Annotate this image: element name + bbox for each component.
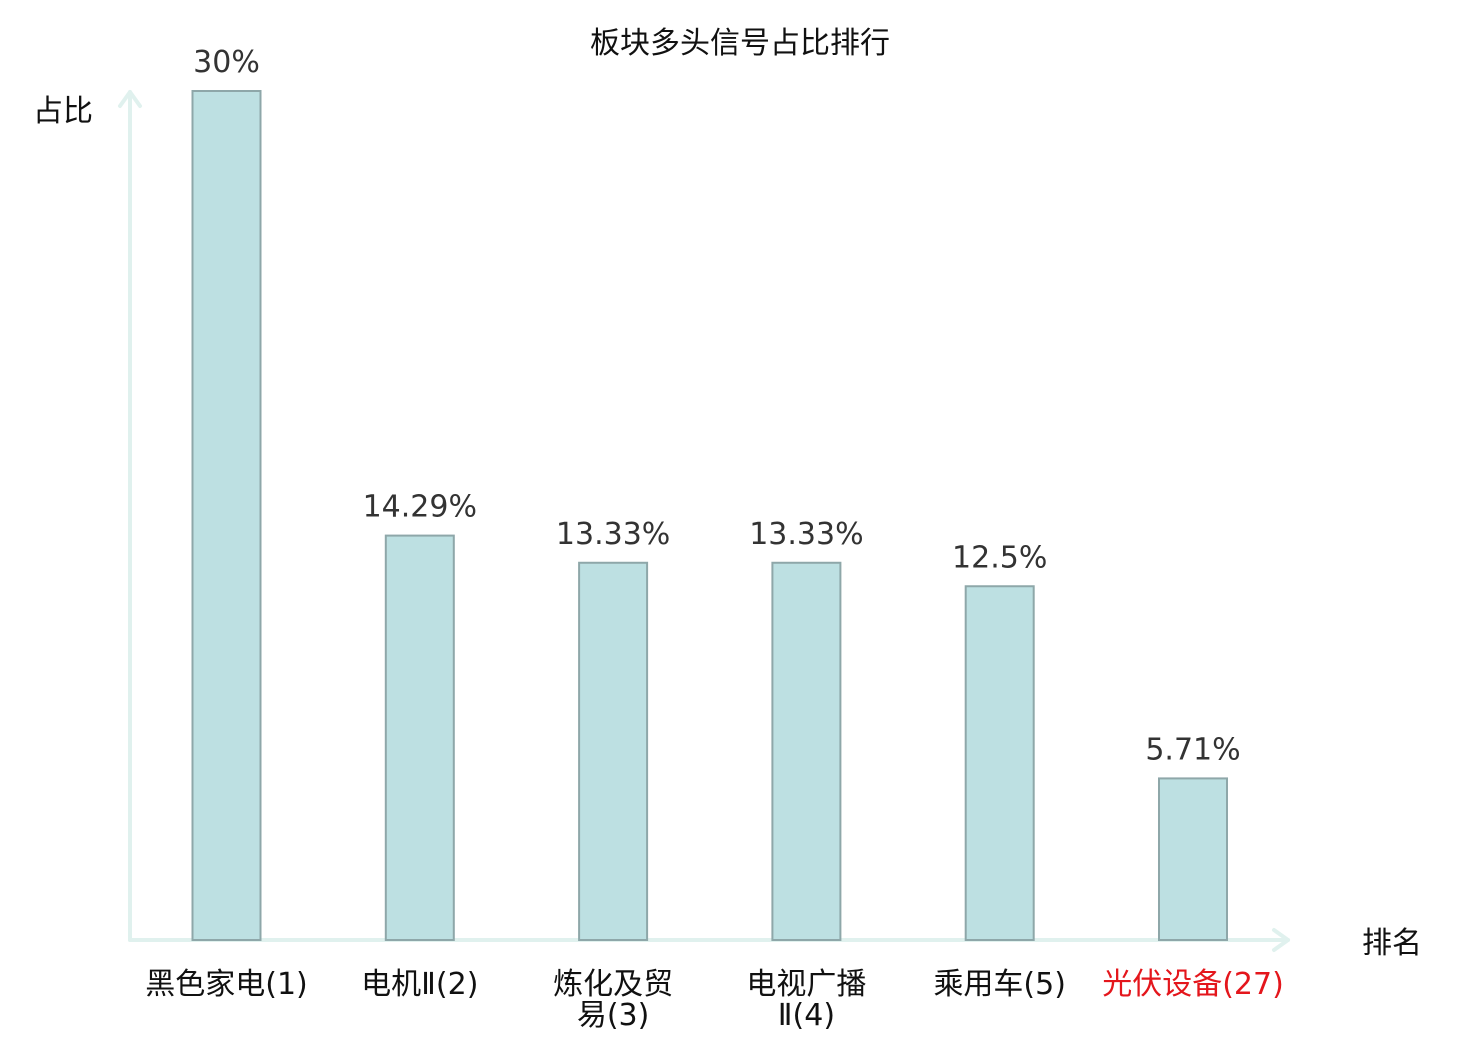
- value-label-1: 30%: [193, 45, 260, 80]
- category-label-1: 黑色家电(1): [145, 967, 308, 1002]
- category-label-3-line-2: 易(3): [577, 998, 650, 1033]
- bar-1: [191, 90, 262, 941]
- chart-title: 板块多头信号占比排行: [590, 26, 890, 61]
- bar-2: [384, 534, 455, 942]
- category-label-2: 电机Ⅱ(2): [361, 967, 478, 1002]
- value-label-2: 14.29%: [363, 490, 477, 525]
- bar-5: [964, 585, 1035, 941]
- x-axis: [128, 928, 1290, 952]
- bar-3: [578, 561, 649, 941]
- x-axis-label: 排名: [1362, 926, 1422, 961]
- value-label-6: 5.71%: [1145, 732, 1240, 767]
- category-label-3-line-1: 炼化及贸: [553, 967, 673, 1002]
- category-label-5: 乘用车(5): [933, 967, 1066, 1002]
- y-axis: [118, 90, 142, 942]
- value-label-4: 13.33%: [749, 517, 863, 552]
- value-label-3: 13.33%: [556, 517, 670, 552]
- category-label-6: 光伏设备(27): [1102, 967, 1284, 1002]
- y-axis-label: 占比: [33, 94, 93, 129]
- category-label-4-line-1: 电视广播: [746, 967, 866, 1002]
- bar-4: [771, 561, 842, 941]
- bar-6: [1158, 777, 1228, 941]
- category-label-4-line-2: Ⅱ(4): [778, 998, 835, 1033]
- value-label-5: 12.5%: [952, 540, 1047, 575]
